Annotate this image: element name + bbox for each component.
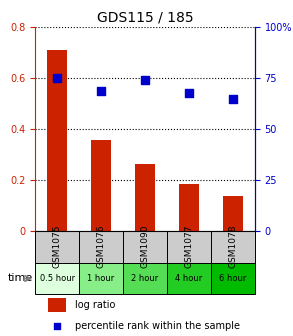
Point (231, 96, 235, 102)
FancyBboxPatch shape (123, 231, 167, 262)
Text: 6 hour: 6 hour (219, 274, 247, 283)
Text: GSM1076: GSM1076 (97, 225, 105, 268)
Point (143, 77, 147, 83)
Text: log ratio: log ratio (75, 300, 115, 310)
Bar (47, 50, 67, 231)
Text: percentile rank within the sample: percentile rank within the sample (75, 321, 240, 331)
FancyBboxPatch shape (79, 231, 123, 262)
Text: 2 hour: 2 hour (131, 274, 159, 283)
Text: time: time (8, 274, 33, 284)
Bar (91, 140, 111, 231)
Text: GSM1075: GSM1075 (53, 225, 62, 268)
Text: GSM1078: GSM1078 (229, 225, 237, 268)
Title: GDS115 / 185: GDS115 / 185 (97, 10, 193, 24)
Text: 4 hour: 4 hour (175, 274, 203, 283)
Text: GSM1090: GSM1090 (141, 225, 149, 268)
Bar (135, 165, 155, 231)
FancyBboxPatch shape (79, 262, 123, 294)
Text: 1 hour: 1 hour (87, 274, 115, 283)
Bar (179, 183, 199, 231)
FancyBboxPatch shape (35, 262, 79, 294)
FancyBboxPatch shape (123, 262, 167, 294)
FancyBboxPatch shape (211, 262, 255, 294)
Point (187, 90, 191, 96)
Point (55, 323, 59, 329)
Point (99, 88, 103, 94)
FancyBboxPatch shape (211, 231, 255, 262)
FancyBboxPatch shape (167, 231, 211, 262)
FancyBboxPatch shape (167, 262, 211, 294)
FancyBboxPatch shape (35, 231, 79, 262)
Text: GSM1077: GSM1077 (185, 225, 193, 268)
Text: 0.5 hour: 0.5 hour (40, 274, 75, 283)
Bar (48, 298, 66, 311)
Point (55, 75, 59, 81)
Bar (223, 196, 243, 231)
